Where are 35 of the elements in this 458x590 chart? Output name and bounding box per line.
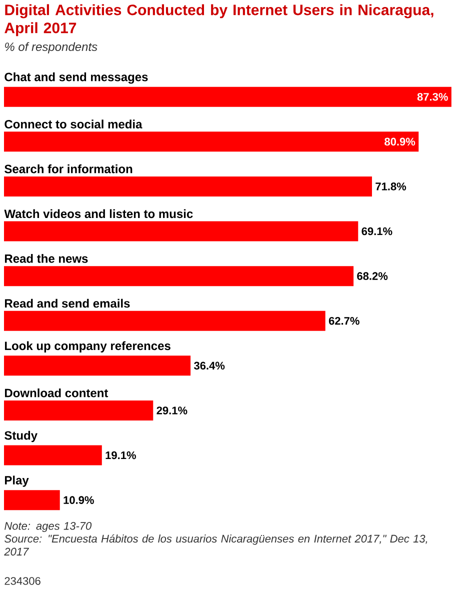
bar [4,266,354,286]
y-tick-label: Study [4,430,38,442]
bar [4,132,419,152]
chart-subtitle: % of respondents [5,42,98,54]
data-label: 68.2% [357,272,388,280]
bar [4,221,358,242]
y-tick-label: Download content [4,388,108,398]
text: 234306 [4,577,40,585]
y-tick-label: Read the news [4,254,88,263]
data-label: 29.1% [156,406,188,414]
y-tick-label: Chat and send messages [4,72,148,84]
y-tick-label: Play [4,476,29,487]
data-label: 62.7% [328,316,360,325]
data-label: 19.1% [106,451,136,460]
y-tick-label: Look up company references [4,341,170,352]
bar [4,310,326,331]
y-tick-label: Read and send emails [4,298,130,308]
bar [4,445,102,466]
source-note: Source: "Encuesta Hábitos de los usuarios Nicaragüenses en Internet 2017," Dec 13, 2017 [4,534,428,556]
bar [4,86,452,107]
bar [4,176,372,196]
data-label: 69.1% [362,227,392,236]
chart-title: Digital Activities Conducted by Internet Users in Nicaragua, April 2017 [4,4,434,36]
bar [4,356,191,376]
data-label: 10.9% [64,496,94,504]
bar [4,490,60,510]
y-tick-label: Watch videos and listen to music [4,209,193,218]
data-label: 36.4% [194,362,225,370]
y-tick-label: Search for information [4,164,132,174]
data-label: 71.8% [376,182,406,190]
data-label: 87.3% [417,92,448,101]
bar [4,400,154,420]
data-label: 80.9% [384,138,416,146]
y-tick-label: Connect to social media [4,120,142,128]
text: Note: ages 13-70 [4,522,92,532]
